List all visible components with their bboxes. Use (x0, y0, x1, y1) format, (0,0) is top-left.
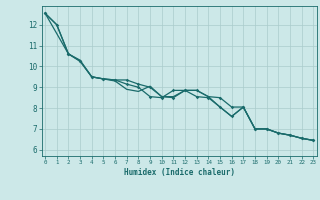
X-axis label: Humidex (Indice chaleur): Humidex (Indice chaleur) (124, 168, 235, 177)
